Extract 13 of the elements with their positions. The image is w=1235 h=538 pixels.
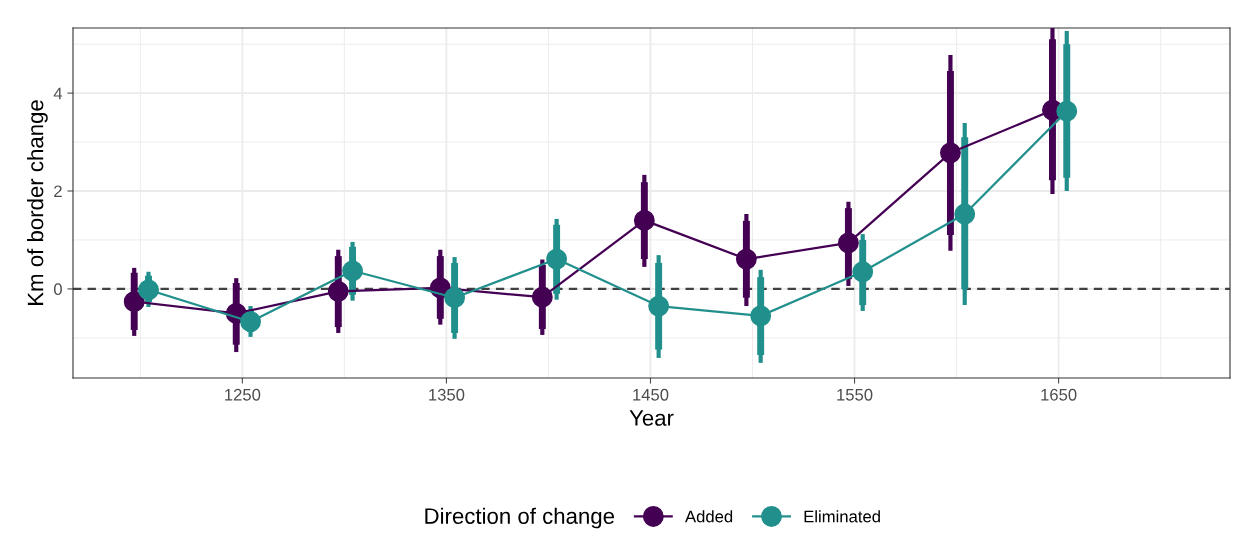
legend-label: Eliminated	[804, 510, 880, 523]
x-tick-label: 1450	[633, 388, 669, 401]
y-tick-label: 2	[54, 185, 62, 198]
y-tick-label: 0	[53, 283, 62, 296]
x-tick-label: 1650	[1041, 388, 1077, 401]
y-tick-label: 4	[53, 87, 63, 100]
legend-title: Direction of change	[425, 507, 615, 529]
y-axis-title: Km of border change	[27, 100, 48, 305]
x-tick-label: 1250	[225, 388, 261, 401]
x-axis-title: Year	[629, 410, 674, 426]
x-tick-label: 1550	[837, 388, 873, 401]
x-tick-label: 1350	[429, 388, 465, 401]
legend-label: Added	[685, 510, 733, 523]
